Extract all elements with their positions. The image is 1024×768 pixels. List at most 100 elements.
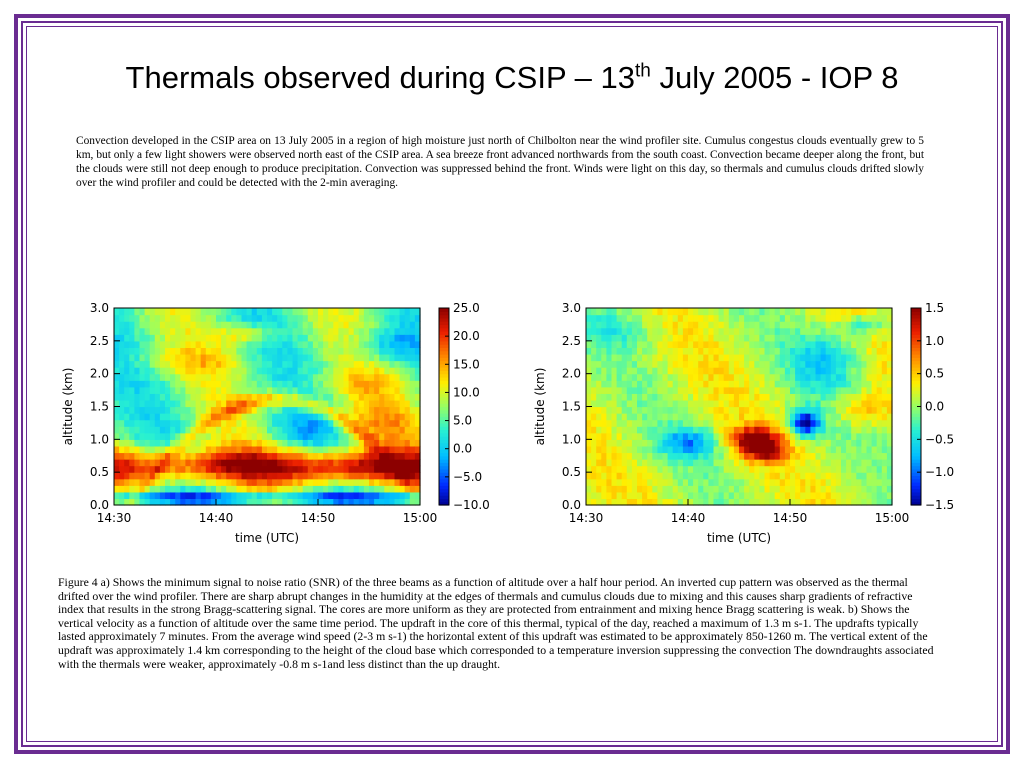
heatmap-cell — [871, 485, 878, 493]
heatmap-cell — [318, 380, 324, 388]
heatmap-cell — [369, 419, 375, 427]
heatmap-cell — [409, 426, 416, 434]
heatmap-cell — [815, 478, 822, 486]
heatmap-cell — [713, 360, 720, 368]
heatmap-cell — [261, 419, 268, 427]
heatmap-cell — [642, 367, 648, 375]
heatmap-cell — [348, 432, 355, 440]
heatmap-cell — [205, 308, 212, 316]
y-tick-label: 0.0 — [90, 498, 109, 512]
heatmap-cell — [159, 393, 166, 401]
heatmap-cell — [733, 380, 740, 388]
heatmap-cell — [759, 413, 766, 421]
heatmap-cell — [205, 439, 212, 447]
heatmap-cell — [631, 498, 638, 506]
heatmap-cell — [287, 393, 294, 401]
heatmap-cell — [596, 406, 602, 414]
heatmap-cell — [414, 334, 421, 342]
heatmap-cell — [795, 380, 801, 388]
heatmap-cell — [606, 439, 613, 447]
heatmap-cell — [246, 472, 253, 480]
heatmap-cell — [728, 426, 735, 434]
heatmap-cell — [744, 498, 750, 506]
heatmap-cell — [287, 340, 294, 348]
heatmap-cell — [170, 367, 176, 375]
heatmap-cell — [637, 406, 643, 414]
heatmap-cell — [404, 426, 411, 434]
heatmap-cell — [784, 472, 791, 480]
heatmap-cell — [353, 472, 360, 480]
heatmap-cell — [399, 327, 406, 335]
heatmap-cell — [246, 465, 253, 473]
heatmap-cell — [343, 419, 350, 427]
heatmap-cell — [886, 491, 893, 500]
heatmap-cell — [825, 413, 832, 421]
heatmap-cell — [693, 380, 699, 388]
heatmap-cell — [343, 491, 350, 500]
heatmap-cell — [830, 452, 837, 460]
heatmap-cell — [210, 399, 217, 408]
heatmap-cell — [170, 314, 176, 322]
heatmap-cell — [769, 373, 776, 381]
heatmap-cell — [170, 334, 176, 342]
heatmap-cell — [114, 478, 120, 486]
heatmap-cell — [800, 360, 806, 368]
heatmap-cell — [642, 334, 648, 342]
heatmap-cell — [667, 340, 674, 348]
heatmap-cell — [374, 314, 380, 322]
heatmap-cell — [728, 353, 735, 362]
heatmap-cell — [389, 340, 396, 348]
heatmap-cell — [292, 314, 299, 322]
colorbar-segment — [911, 472, 921, 477]
heatmap-cell — [369, 491, 375, 500]
heatmap-cell — [384, 413, 390, 421]
heatmap-cell — [384, 386, 390, 394]
heatmap-cell — [596, 413, 602, 421]
heatmap-cell — [841, 321, 847, 329]
heatmap-cell — [312, 386, 319, 394]
heatmap-cell — [124, 386, 130, 394]
heatmap-cell — [795, 426, 801, 434]
heatmap-cell — [861, 399, 868, 408]
heatmap-cell — [779, 353, 786, 362]
heatmap-cell — [871, 465, 878, 473]
heatmap-cell — [871, 314, 878, 322]
heatmap-cell — [754, 478, 760, 486]
heatmap-cell — [779, 360, 786, 368]
heatmap-cell — [866, 485, 873, 493]
heatmap-cell — [246, 498, 253, 506]
heatmap-cell — [688, 393, 694, 401]
heatmap-cell — [226, 445, 232, 454]
heatmap-cell — [277, 380, 283, 388]
heatmap-cell — [149, 485, 156, 493]
heatmap-cell — [394, 413, 401, 421]
heatmap-cell — [221, 340, 227, 348]
heatmap-cell — [195, 452, 202, 460]
heatmap-cell — [302, 367, 309, 375]
heatmap-cell — [769, 340, 776, 348]
heatmap-cell — [866, 367, 873, 375]
heatmap-cell — [409, 308, 416, 316]
heatmap-cell — [307, 380, 314, 388]
heatmap-cell — [205, 314, 212, 322]
heatmap-cell — [323, 406, 329, 414]
heatmap-cell — [236, 452, 243, 460]
heatmap-cell — [124, 347, 130, 355]
heatmap-cell — [621, 360, 628, 368]
heatmap-cell — [302, 485, 309, 493]
heatmap-cell — [256, 340, 263, 348]
heatmap-cell — [682, 327, 689, 335]
colorbar-segment — [911, 501, 921, 506]
heatmap-cell — [713, 491, 720, 500]
heatmap-cell — [672, 347, 679, 355]
heatmap-cell — [866, 413, 873, 421]
heatmap-cell — [739, 380, 745, 388]
heatmap-cell — [846, 413, 852, 421]
heatmap-cell — [728, 498, 735, 506]
colorbar-segment — [439, 363, 449, 368]
heatmap-cell — [662, 445, 669, 454]
heatmap-cell — [698, 308, 704, 316]
heatmap-cell — [139, 432, 146, 440]
heatmap-cell — [835, 459, 842, 467]
heatmap-cell — [693, 426, 699, 434]
